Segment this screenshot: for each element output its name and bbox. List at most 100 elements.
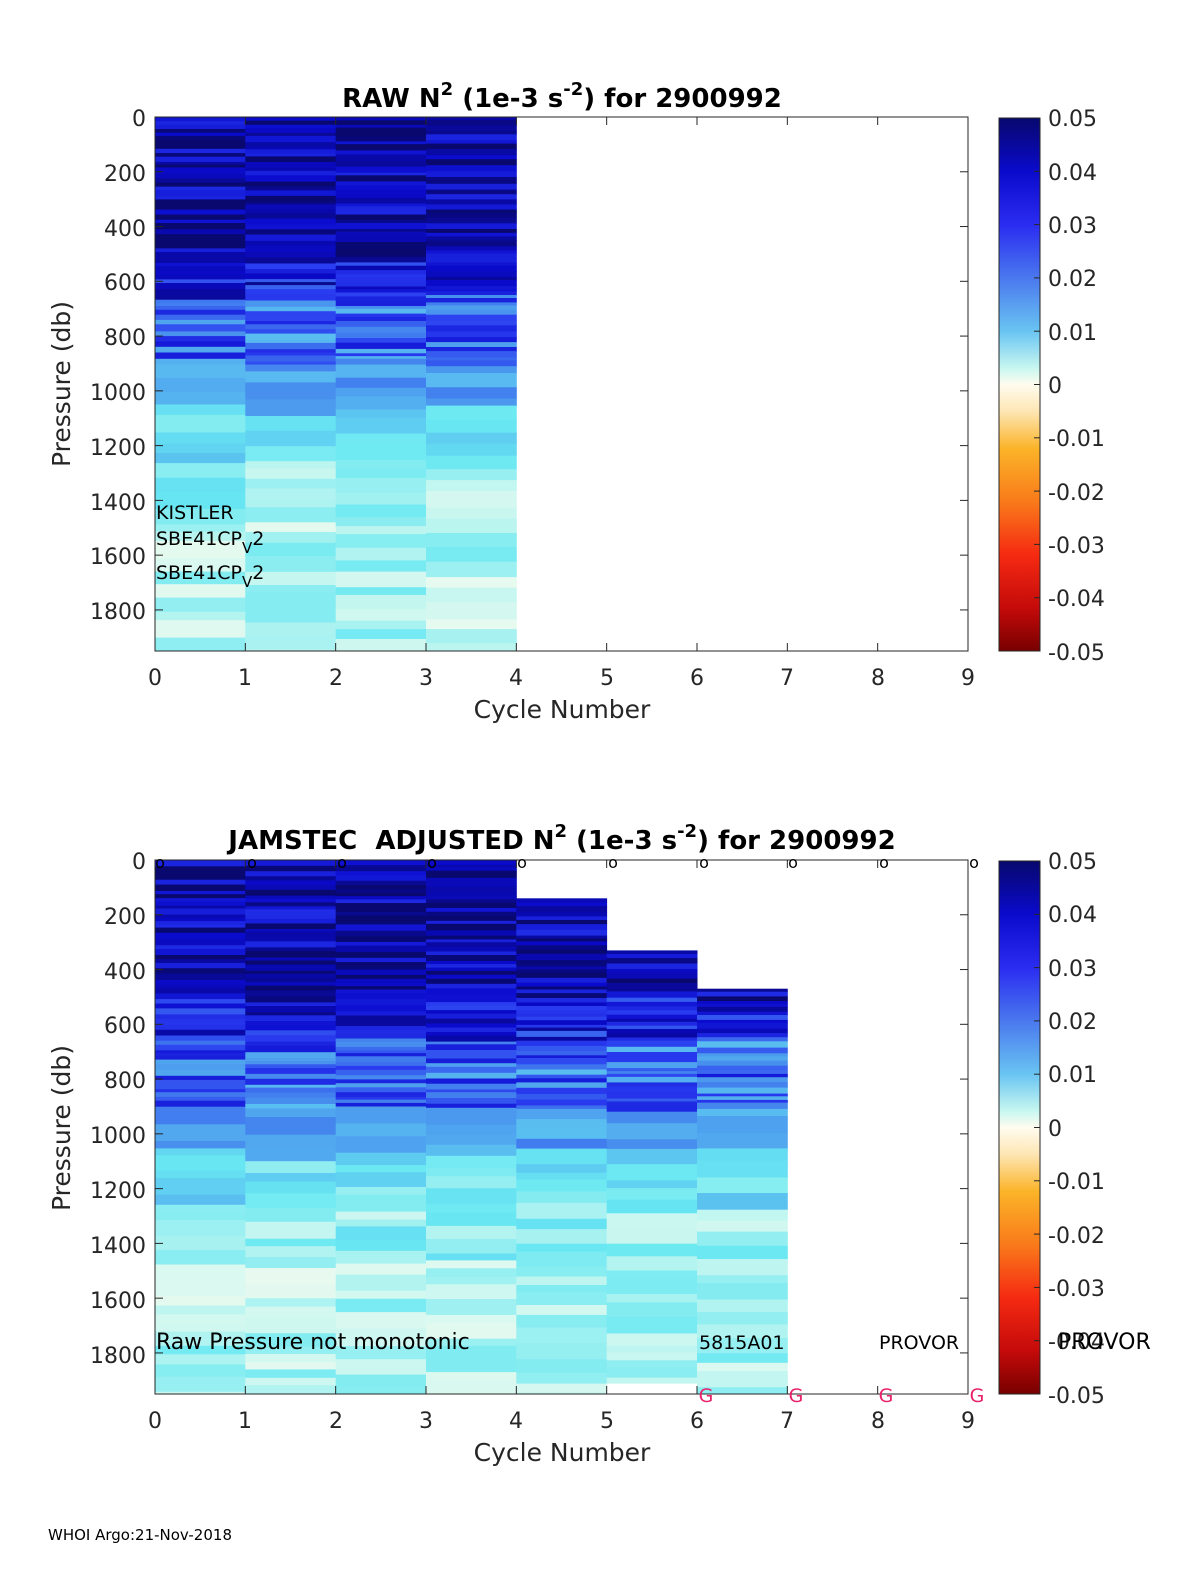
heatmap-cell [155,1024,246,1031]
heatmap-cell [245,468,337,480]
heatmap-cell [697,1060,788,1067]
heatmap-cell [155,1055,246,1061]
heatmap-cell [155,263,246,267]
heatmap-cell [245,224,337,230]
heatmap-cell [516,1064,608,1070]
heatmap-cell [516,1343,608,1360]
heatmap-cell [606,1076,698,1083]
heatmap-cell [697,1353,788,1364]
heatmap-cell [335,353,427,357]
heatmap-cell [426,926,517,931]
heatmap-cell [426,964,517,969]
heatmap-cell [516,1013,608,1018]
heatmap-cell [335,911,427,917]
heatmap-cell [245,918,337,925]
heatmap-cell [155,558,246,572]
raw-xtick-label: 0 [148,666,162,691]
heatmap-cell [335,865,427,872]
heatmap-cell [245,269,337,274]
heatmap-cell [426,1212,517,1227]
heatmap-cell [516,916,608,921]
heatmap-cell [335,1099,427,1104]
heatmap-cell [335,1312,427,1329]
raw-cb-label: 0.01 [1048,321,1097,346]
heatmap-cell [245,186,337,191]
heatmap-cell [606,1025,698,1030]
heatmap-cell [155,289,246,295]
heatmap-cell [426,955,517,962]
heatmap-cell [245,996,337,1003]
adjusted-bottom-marker: G [879,1385,894,1407]
heatmap-cell [335,534,427,549]
adjusted-heatmap [155,860,788,1395]
heatmap-cell [155,352,246,360]
heatmap-cell [245,947,337,952]
heatmap-cell [335,962,427,966]
heatmap-cell [155,884,246,892]
raw-title-main: RAW N [342,84,440,114]
heatmap-cell [245,209,337,214]
heatmap-cell [155,161,246,166]
heatmap-cell [426,892,517,897]
heatmap-cell [245,909,337,916]
heatmap-cell [155,894,246,899]
heatmap-cell [245,1015,337,1022]
raw-title-sup2: -2 [563,79,583,100]
heatmap-cell [697,1003,788,1008]
heatmap-cell [155,139,246,146]
heatmap-cell [155,173,246,179]
heatmap-cell [606,1302,698,1318]
heatmap-cell [426,920,517,925]
heatmap-cell [516,1243,608,1253]
adjusted-ticks [154,859,969,1394]
heatmap-cell [516,938,608,942]
heatmap-cell [697,1193,788,1211]
raw-title-end: ) for 2900992 [583,84,782,114]
heatmap-cell [245,333,337,341]
raw-ytick-label: 1400 [90,491,146,516]
heatmap-cell [155,524,246,533]
heatmap-cell [426,443,517,457]
heatmap-cell [335,903,427,907]
heatmap-cell [155,167,246,175]
heatmap-cell [335,918,427,923]
heatmap-cell [697,1056,788,1062]
heatmap-cell [516,1045,608,1052]
heatmap-cell [606,1082,698,1087]
heatmap-cell [155,973,246,981]
heatmap-cell [516,924,608,931]
heatmap-cell [697,1177,788,1194]
adjusted-annotation-provor: PROVOR [879,1332,959,1354]
heatmap-cell [606,1111,698,1124]
heatmap-cell [697,1037,788,1042]
heatmap-cell [245,1117,337,1136]
raw-xtick-label: 4 [509,666,523,691]
heatmap-cell [606,1333,698,1346]
raw-annotations: KISTLER SBE41CPV2 SBE41CPV2 [156,502,264,591]
raw-ytick-label: 0 [132,107,146,132]
heatmap-cell [335,141,427,145]
heatmap-cell [155,1018,246,1023]
heatmap-cell [516,1010,608,1015]
heatmap-cell [245,542,337,557]
heatmap-cell [335,526,427,535]
heatmap-cell [697,1047,788,1054]
heatmap-cell [155,252,246,258]
adjusted-panel: JAMSTEC ADJUSTED N2 (1e-3 s-2) for 29009… [47,821,1151,1467]
heatmap-cell [606,969,698,973]
heatmap-cell [245,957,337,961]
heatmap-cell [245,964,337,972]
heatmap-cell [335,166,427,174]
heatmap-cell [245,951,337,958]
heatmap-cell [335,1005,427,1012]
adjusted-ytick-label: 1400 [90,1234,146,1259]
heatmap-cell [245,149,337,154]
heatmap-cell [606,1105,698,1113]
heatmap-cell [245,1097,337,1105]
raw-ytick-label: 1600 [90,545,146,570]
heatmap-cell [697,1231,788,1247]
adjusted-bottom-marker: G [699,1385,714,1407]
heatmap-cell [426,561,517,578]
heatmap-cell [335,300,427,307]
heatmap-cell [245,902,337,907]
